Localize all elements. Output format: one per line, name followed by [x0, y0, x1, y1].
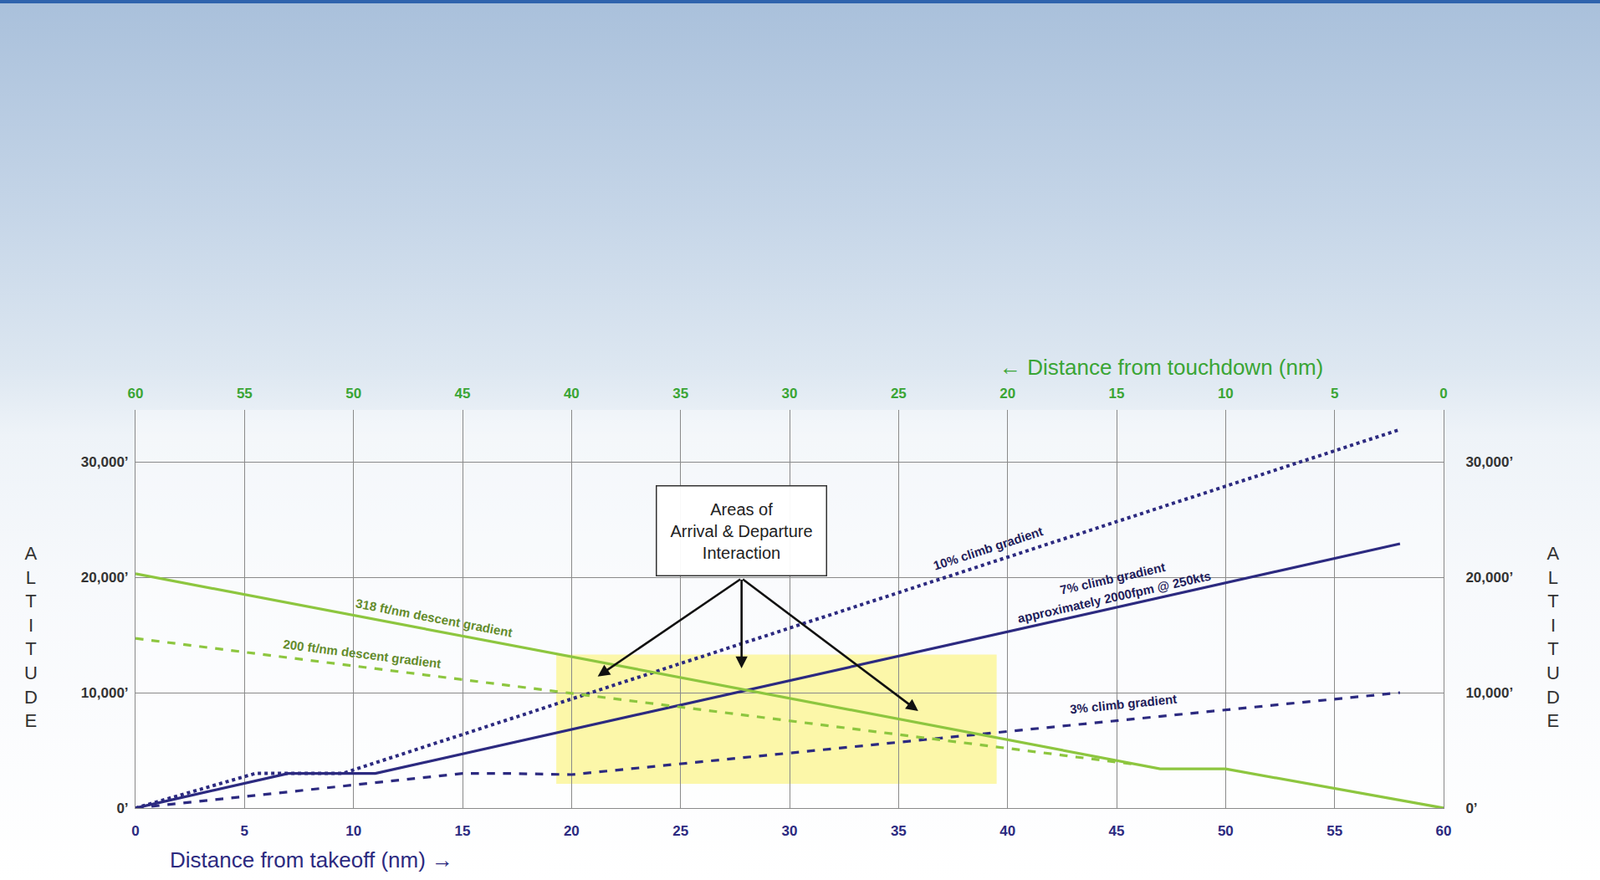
svg-text:200 ft/nm descent gradient: 200 ft/nm descent gradient [282, 636, 443, 671]
svg-text:0: 0 [1439, 385, 1447, 402]
svg-text:ALTITUDE: ALTITUDE [1546, 542, 1560, 731]
svg-text:55: 55 [236, 385, 253, 402]
svg-text:Areas ofArrival & DepartureInt: Areas ofArrival & DepartureInteraction [670, 500, 813, 563]
svg-text:60: 60 [1436, 823, 1452, 839]
svg-text:45: 45 [1109, 823, 1125, 839]
svg-text:0: 0 [131, 823, 139, 839]
svg-text:7% climb gradient: 7% climb gradient [1058, 559, 1167, 598]
svg-text:318 ft/nm descent gradient: 318 ft/nm descent gradient [354, 595, 514, 639]
svg-text:30: 30 [782, 823, 798, 839]
svg-text:40: 40 [999, 823, 1016, 839]
svg-text:3% climb gradient: 3% climb gradient [1068, 691, 1177, 717]
svg-text:40: 40 [563, 385, 580, 402]
svg-text:15: 15 [1109, 385, 1125, 402]
svg-text:55: 55 [1326, 823, 1343, 839]
svg-text:ALTITUDE: ALTITUDE [24, 542, 38, 731]
svg-text:Distance from takeoff (nm) →: Distance from takeoff (nm) → [169, 847, 454, 873]
svg-text:0’: 0’ [1465, 800, 1478, 817]
svg-text:10,000’: 10,000’ [81, 684, 129, 701]
svg-text:25: 25 [890, 385, 907, 402]
svg-text:25: 25 [672, 823, 689, 839]
svg-text:20: 20 [563, 823, 580, 839]
svg-text:15: 15 [454, 823, 471, 839]
svg-text:5: 5 [1330, 385, 1339, 402]
svg-text:35: 35 [890, 823, 907, 839]
svg-text:20,000’: 20,000’ [81, 569, 129, 586]
svg-text:30,000’: 30,000’ [81, 454, 129, 471]
svg-text:← Distance from touchdown (nm): ← Distance from touchdown (nm) [999, 354, 1324, 380]
svg-text:10: 10 [345, 823, 362, 839]
svg-text:20,000’: 20,000’ [1465, 569, 1514, 586]
svg-text:0’: 0’ [116, 800, 128, 817]
svg-text:50: 50 [345, 385, 362, 402]
svg-text:10% climb gradient: 10% climb gradient [931, 523, 1045, 573]
svg-text:45: 45 [454, 385, 471, 402]
svg-text:5: 5 [240, 823, 249, 839]
svg-text:20: 20 [999, 385, 1016, 402]
svg-text:35: 35 [672, 385, 689, 402]
svg-text:60: 60 [127, 385, 144, 402]
svg-text:10,000’: 10,000’ [1465, 684, 1514, 701]
svg-text:30: 30 [782, 385, 798, 402]
svg-text:50: 50 [1217, 823, 1234, 839]
svg-text:10: 10 [1217, 385, 1234, 402]
svg-text:approximately 2000fpm @ 250kts: approximately 2000fpm @ 250kts [1016, 567, 1212, 625]
svg-text:30,000’: 30,000’ [1465, 454, 1514, 471]
